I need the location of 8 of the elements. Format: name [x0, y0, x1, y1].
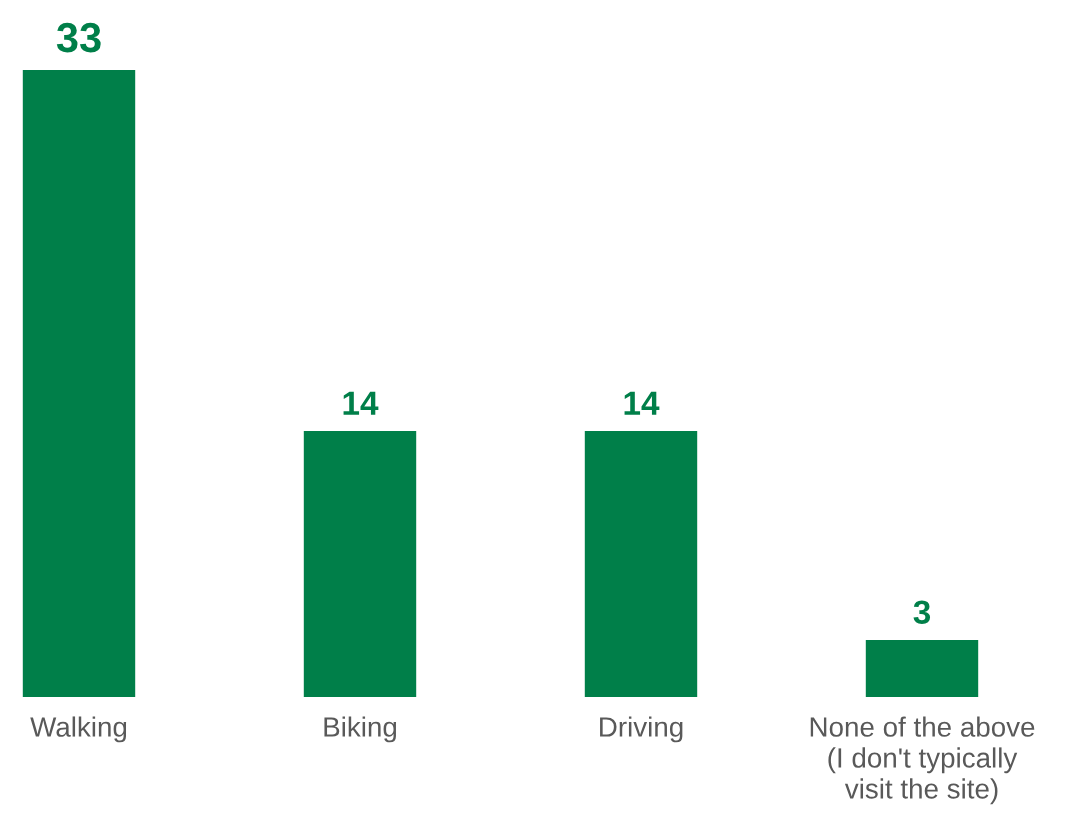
x-tick-label: Walking [30, 716, 127, 743]
data-label: 14 [343, 391, 379, 415]
x-tick-label: None of the above (I don't typically visit the site) [810, 716, 1035, 805]
x-tick-label: Driving [600, 716, 683, 743]
data-label: 33 [56, 22, 101, 53]
data-label: 14 [624, 391, 660, 415]
data-label: 3 [913, 600, 931, 625]
x-tick-label: Biking [324, 716, 397, 743]
